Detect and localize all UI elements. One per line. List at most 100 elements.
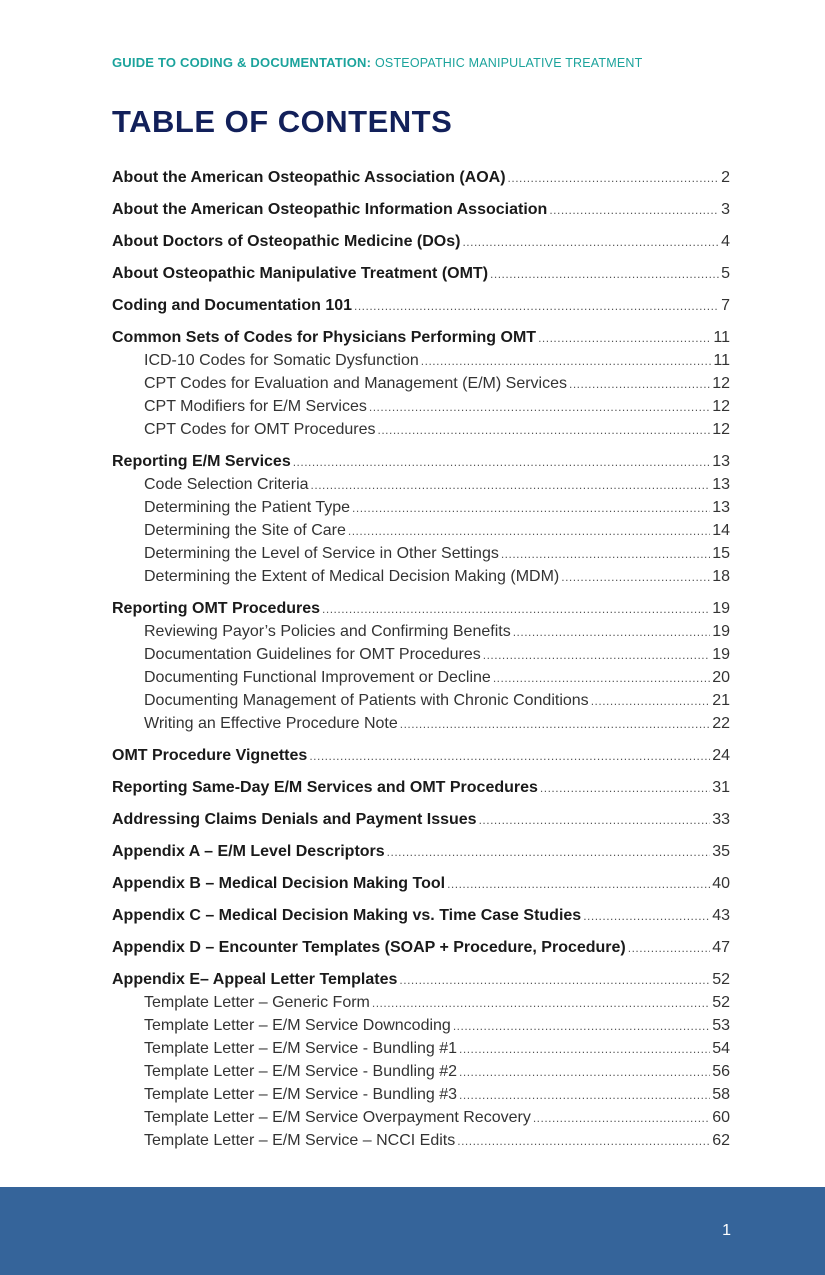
toc-entry[interactable]: Appendix A – E/M Level Descriptors 35 — [112, 840, 730, 863]
toc-entry-title: About the American Osteopathic Informati… — [112, 201, 548, 218]
toc-entry-title: Determining the Patient Type — [144, 499, 351, 516]
toc-subentry[interactable]: Template Letter – Generic Form 52 — [112, 991, 730, 1014]
toc-entry-title: Writing an Effective Procedure Note — [144, 715, 398, 732]
dot-leader — [293, 451, 710, 474]
toc-entry-title: Appendix E– Appeal Letter Templates — [112, 971, 398, 988]
dot-leader — [483, 644, 710, 667]
toc-entry-title: Template Letter – E/M Service – NCCI Edi… — [144, 1132, 456, 1149]
toc-subentry[interactable]: Writing an Effective Procedure Note 22 — [112, 712, 730, 735]
toc-subentry[interactable]: Template Letter – E/M Service - Bundling… — [112, 1083, 730, 1106]
toc-entry[interactable]: About the American Osteopathic Informati… — [112, 198, 730, 221]
toc-entry-page: 58 — [712, 1086, 730, 1103]
toc-entry-page: 24 — [712, 747, 730, 764]
dot-leader — [533, 1107, 710, 1130]
toc-entry[interactable]: About Doctors of Osteopathic Medicine (D… — [112, 230, 730, 253]
toc-entry[interactable]: Reporting OMT Procedures 19 — [112, 597, 730, 620]
running-header: GUIDE TO CODING & DOCUMENTATION: OSTEOPA… — [112, 55, 642, 70]
toc-entry-page: 31 — [712, 779, 730, 796]
toc-subentry[interactable]: Template Letter – E/M Service Downcoding… — [112, 1014, 730, 1037]
toc-entry-page: 11 — [713, 329, 730, 346]
toc-subentry[interactable]: Reviewing Payor’s Policies and Confirmin… — [112, 620, 730, 643]
toc-subentry[interactable]: Determining the Site of Care 14 — [112, 519, 730, 542]
toc-entry-title: Template Letter – Generic Form — [144, 994, 370, 1011]
toc-entry-page: 62 — [712, 1132, 730, 1149]
toc-entry-page: 7 — [721, 297, 730, 314]
dot-leader — [387, 841, 711, 864]
dot-leader — [372, 992, 710, 1015]
toc-entry-title: Reviewing Payor’s Policies and Confirmin… — [144, 623, 511, 640]
toc-entry-title: Reporting OMT Procedures — [112, 600, 321, 617]
toc-entry-page: 19 — [712, 646, 730, 663]
toc-entry-page: 20 — [712, 669, 730, 686]
dot-leader — [591, 690, 711, 713]
toc-entry-title: Appendix A – E/M Level Descriptors — [112, 843, 385, 860]
toc-entry-title: Common Sets of Codes for Physicians Perf… — [112, 329, 537, 346]
toc-subentry[interactable]: Documenting Functional Improvement or De… — [112, 666, 730, 689]
toc-subentry[interactable]: CPT Codes for OMT Procedures 12 — [112, 418, 730, 441]
toc-entry-page: 19 — [712, 600, 730, 617]
toc-entry-page: 22 — [712, 715, 730, 732]
toc-subentry[interactable]: Code Selection Criteria 13 — [112, 473, 730, 496]
dot-leader — [457, 1130, 710, 1153]
toc-entry-page: 53 — [712, 1017, 730, 1034]
toc-entry[interactable]: Appendix C – Medical Decision Making vs.… — [112, 904, 730, 927]
page-title: TABLE OF CONTENTS — [112, 104, 453, 139]
toc-entry-title: Template Letter – E/M Service - Bundling… — [144, 1040, 458, 1057]
toc-entry[interactable]: About Osteopathic Manipulative Treatment… — [112, 262, 730, 285]
toc-subentry[interactable]: Template Letter – E/M Service - Bundling… — [112, 1037, 730, 1060]
dot-leader — [583, 905, 710, 928]
toc-entry-page: 35 — [712, 843, 730, 860]
dot-leader — [311, 474, 711, 497]
dot-leader — [459, 1038, 710, 1061]
toc-subentry[interactable]: CPT Codes for Evaluation and Management … — [112, 372, 730, 395]
dot-leader — [549, 199, 719, 222]
toc-entry-title: About Doctors of Osteopathic Medicine (D… — [112, 233, 461, 250]
toc-entry-page: 40 — [712, 875, 730, 892]
toc-entry[interactable]: Appendix D – Encounter Templates (SOAP +… — [112, 936, 730, 959]
toc-entry-page: 5 — [721, 265, 730, 282]
toc-entry-title: Template Letter – E/M Service Overpaymen… — [144, 1109, 531, 1126]
toc-entry-title: CPT Codes for OMT Procedures — [144, 421, 376, 438]
toc-subentry[interactable]: Template Letter – E/M Service - Bundling… — [112, 1060, 730, 1083]
toc-entry[interactable]: Appendix B – Medical Decision Making Too… — [112, 872, 730, 895]
toc-entry-title: Documenting Functional Improvement or De… — [144, 669, 491, 686]
toc-subentry[interactable]: Template Letter – E/M Service Overpaymen… — [112, 1106, 730, 1129]
toc-entry[interactable]: About the American Osteopathic Associati… — [112, 166, 730, 189]
toc-subentry[interactable]: Determining the Patient Type 13 — [112, 496, 730, 519]
toc-entry[interactable]: Addressing Claims Denials and Payment Is… — [112, 808, 730, 831]
dot-leader — [508, 167, 720, 190]
toc-subentry[interactable]: Template Letter – E/M Service – NCCI Edi… — [112, 1129, 730, 1152]
toc-entry[interactable]: Appendix E– Appeal Letter Templates 52 — [112, 968, 730, 991]
dot-leader — [400, 713, 710, 736]
footer-band: 1 — [0, 1187, 825, 1275]
toc-entry[interactable]: Common Sets of Codes for Physicians Perf… — [112, 326, 730, 349]
toc-entry-title: Addressing Claims Denials and Payment Is… — [112, 811, 477, 828]
toc-entry[interactable]: Reporting E/M Services 13 — [112, 450, 730, 473]
page-number: 1 — [722, 1222, 731, 1239]
dot-leader — [538, 327, 711, 350]
toc-entry-title: Template Letter – E/M Service - Bundling… — [144, 1086, 458, 1103]
toc-entry-page: 47 — [712, 939, 730, 956]
toc-entry-title: Determining the Site of Care — [144, 522, 346, 539]
dot-leader — [493, 667, 710, 690]
toc-subentry[interactable]: Determining the Extent of Medical Decisi… — [112, 565, 730, 588]
toc-subentry[interactable]: Documentation Guidelines for OMT Procedu… — [112, 643, 730, 666]
toc-entry[interactable]: Coding and Documentation 101 7 — [112, 294, 730, 317]
toc-entry-title: CPT Codes for Evaluation and Management … — [144, 375, 568, 392]
toc-subentry[interactable]: Determining the Level of Service in Othe… — [112, 542, 730, 565]
toc-subentry[interactable]: Documenting Management of Patients with … — [112, 689, 730, 712]
toc-entry-page: 13 — [712, 453, 730, 470]
toc-entry-page: 13 — [712, 499, 730, 516]
toc-entry[interactable]: OMT Procedure Vignettes 24 — [112, 744, 730, 767]
toc-subentry[interactable]: ICD-10 Codes for Somatic Dysfunction 11 — [112, 349, 730, 372]
toc-entry[interactable]: Reporting Same-Day E/M Services and OMT … — [112, 776, 730, 799]
toc-entry-title: ICD-10 Codes for Somatic Dysfunction — [144, 352, 419, 369]
dot-leader — [569, 373, 710, 396]
toc-entry-title: About the American Osteopathic Associati… — [112, 169, 506, 186]
dot-leader — [453, 1015, 710, 1038]
toc-entry-page: 12 — [712, 421, 730, 438]
toc-entry-page: 19 — [712, 623, 730, 640]
dot-leader — [513, 621, 711, 644]
toc-subentry[interactable]: CPT Modifiers for E/M Services 12 — [112, 395, 730, 418]
toc-entry-page: 18 — [712, 568, 730, 585]
